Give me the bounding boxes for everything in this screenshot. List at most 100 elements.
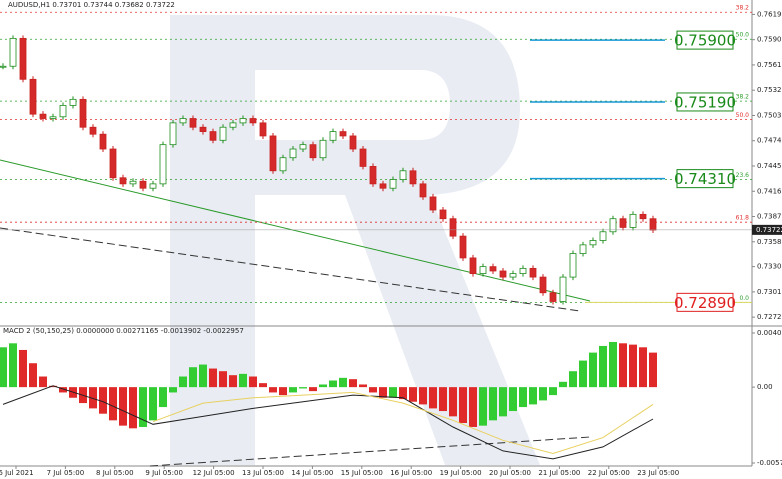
macd-bar (509, 387, 517, 412)
candle (509, 273, 517, 278)
candle (529, 267, 537, 278)
candle (9, 37, 17, 67)
x-tick-label: 9 Jul 05:00 (145, 469, 183, 477)
macd-bar (159, 387, 167, 408)
macd-bar (149, 387, 157, 421)
candle (39, 113, 47, 119)
fib-label: 61.8 (736, 215, 750, 222)
x-tick-label: 16 Jul 05:00 (390, 469, 432, 477)
x-tick-label: 8 Jul 05:00 (96, 469, 134, 477)
candle (89, 126, 97, 135)
trend-line (149, 436, 591, 467)
candle (609, 218, 617, 233)
candle (589, 240, 597, 246)
macd-bar (119, 387, 127, 426)
fib-label: 50.0 (736, 112, 750, 119)
macd-bar (499, 387, 507, 417)
candle (19, 37, 27, 80)
macd-bar (329, 380, 337, 388)
candle (309, 144, 317, 159)
x-tick-label: 12 Jul 05:00 (193, 469, 235, 477)
macd-bar (279, 387, 287, 396)
candle (399, 170, 407, 180)
candle (139, 180, 147, 189)
macd-bar (249, 376, 257, 388)
candle (299, 144, 307, 150)
macd-bar (529, 387, 537, 405)
candle (449, 218, 457, 237)
candle (359, 148, 367, 167)
candle (629, 213, 637, 228)
candle (289, 148, 297, 159)
candle (199, 126, 207, 132)
macd-bar (19, 349, 27, 388)
x-tick-label: 22 Jul 05:00 (588, 469, 630, 477)
x-tick-label: 19 Jul 05:00 (440, 469, 482, 477)
target-box (676, 169, 734, 189)
target-box (676, 92, 734, 112)
candle (219, 126, 227, 141)
macd-line (2, 385, 654, 460)
candle (649, 218, 657, 231)
macd-bar (489, 387, 497, 421)
macd-bar (99, 387, 107, 414)
macd-bar (219, 371, 227, 388)
candle (489, 266, 497, 272)
candle (559, 276, 567, 302)
candle (579, 244, 587, 254)
macd-bar (449, 387, 457, 417)
candle (189, 118, 197, 128)
y-tick-label: -0.0057118 (757, 459, 782, 467)
macd-bar (59, 387, 67, 393)
fib-label: 38.2 (736, 94, 750, 101)
macd-bar (289, 387, 297, 393)
macd-bar (459, 387, 467, 423)
macd-bar (429, 387, 437, 409)
x-tick-label: 15 Jul 05:00 (341, 469, 383, 477)
candle (329, 131, 337, 141)
macd-bar (129, 387, 137, 429)
x-tick-label: 20 Jul 05:00 (489, 469, 531, 477)
macd-bar (399, 387, 407, 400)
candle (149, 183, 157, 189)
candle (599, 231, 607, 241)
candle (369, 166, 377, 185)
price-tag-label: 0.73722 (756, 226, 782, 234)
y-tick-label: 0.75035 (757, 111, 782, 119)
x-tick-label: 7 Jul 05:00 (47, 469, 85, 477)
macd-header: MACD 2 (50,150,25) 0.0000000 0.00271165 … (3, 327, 244, 335)
macd-bar (39, 376, 47, 388)
chart-header: AUDUSD,H1 0.73701 0.73744 0.73682 0.7372… (8, 1, 175, 9)
candle (229, 122, 237, 128)
price-tag (752, 224, 782, 235)
candle (49, 116, 57, 119)
candle (209, 131, 217, 141)
macd-bar (409, 387, 417, 402)
candle (99, 133, 107, 150)
candle (469, 257, 477, 274)
macd-bar (569, 371, 577, 388)
macd-bar (469, 387, 477, 427)
macd-bar (189, 367, 197, 388)
candle (539, 276, 547, 294)
y-tick-label: 0.73875 (757, 213, 782, 221)
macd-bar (349, 379, 357, 388)
trend-line (0, 227, 581, 312)
macd-bar (49, 385, 57, 388)
macd-bar (339, 377, 347, 388)
candle (419, 183, 427, 198)
macd-bar (0, 347, 7, 388)
macd-bar (639, 347, 647, 388)
candle (109, 148, 117, 179)
y-tick-label: 0.75325 (757, 86, 782, 94)
macd-bar (239, 373, 247, 388)
y-tick-label: 0.00 (757, 383, 773, 391)
macd-bar (549, 387, 557, 396)
fib-label: 38.2 (736, 5, 750, 12)
macd-bar (179, 376, 187, 388)
target-label: 0.75900 (674, 32, 736, 50)
candle (639, 213, 647, 220)
macd-bar (209, 368, 217, 388)
macd-bar (89, 387, 97, 409)
